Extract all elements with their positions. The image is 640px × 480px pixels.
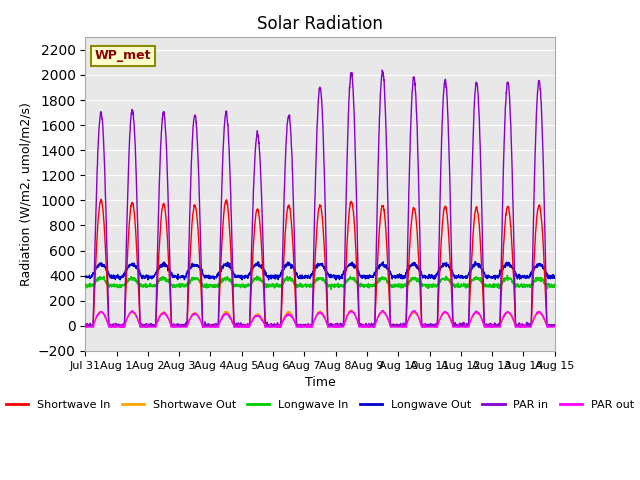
Text: WP_met: WP_met bbox=[95, 49, 151, 62]
X-axis label: Time: Time bbox=[305, 376, 335, 389]
Legend: Shortwave In, Shortwave Out, Longwave In, Longwave Out, PAR in, PAR out: Shortwave In, Shortwave Out, Longwave In… bbox=[2, 396, 638, 414]
Y-axis label: Radiation (W/m2, umol/m2/s): Radiation (W/m2, umol/m2/s) bbox=[19, 102, 32, 286]
Title: Solar Radiation: Solar Radiation bbox=[257, 15, 383, 33]
